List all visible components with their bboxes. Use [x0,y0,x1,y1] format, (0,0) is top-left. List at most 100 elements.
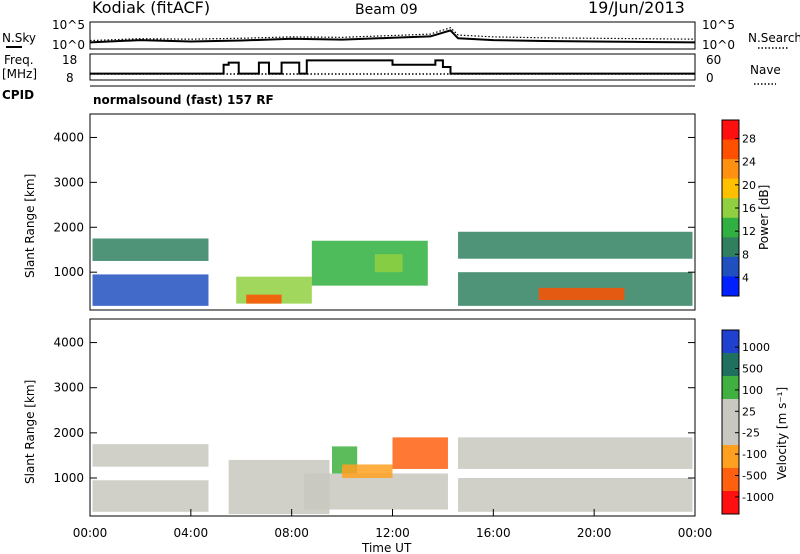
x-tick-label-6: 00:00 [678,526,713,540]
velocity-heatmap [92,437,693,515]
velocity-colorbar-swatch-7 [722,491,739,515]
velocity-colorbar-swatch-0 [722,330,739,354]
x-tick-label-0: 00:00 [73,526,108,540]
x-tick-label-5: 20:00 [577,526,612,540]
power-colorbar-swatch-3 [722,178,739,199]
power-colorbar-tick-label-5: 8 [742,248,749,261]
velocity-colorbar-label: Velocity [m s⁻¹] [775,387,789,480]
velocity-band-1 [92,480,209,512]
velocity-colorbar-swatch-6 [722,468,739,492]
power-colorbar-tick-label-4: 12 [742,225,756,238]
noise-tick-bottom-right: 10^0 [702,38,735,52]
power-colorbar-swatch-0 [722,120,739,141]
velocity-colorbar: 1000 500 100 25 -25 -100 -500 -1000 [721,329,774,515]
freq-unit-label: [MHz] [2,67,37,81]
power-band-8 [538,287,625,301]
power-ytick-label-1: 3000 [53,175,84,189]
velocity-colorbar-tick-label-3: 25 [742,405,756,418]
x-tick-label-1: 04:00 [174,526,209,540]
velocity-colorbar-tick-label-0: 1000 [742,341,770,354]
freq-series [90,59,695,75]
power-ytick-label-0: 4000 [53,130,84,144]
power-heatmap [92,231,693,306]
power-band-0 [92,238,209,261]
power-colorbar-label: Power [dB] [757,185,771,250]
x-axis-ticks: 00:00 04:00 08:00 12:00 16:00 20:00 00:00 [73,509,713,540]
date-label: 19/Jun/2013 [588,0,685,17]
velocity-ylabel: Slant Range [km] [23,380,37,484]
velocity-ytick-label-1: 3000 [53,381,84,395]
x-tick-label-3: 12:00 [375,526,410,540]
power-band-4 [311,240,428,286]
velocity-colorbar-tick-label-4: -25 [742,427,760,440]
power-colorbar-tick-label-2: 20 [742,179,756,192]
freq-line [90,59,695,75]
freq-panel-frame [89,53,696,81]
power-band-5 [374,254,403,273]
power-colorbar-swatch-2 [722,159,739,180]
x-tick-label-2: 08:00 [274,526,309,540]
freq-label: Freq. [4,53,34,67]
cpid-label: CPID [2,88,34,102]
freq-tick-top: 18 [62,53,77,67]
velocity-band-7 [458,437,693,469]
power-colorbar-tick-label-0: 28 [742,133,756,146]
freq-tick-bottom: 8 [66,71,74,85]
power-band-1 [92,274,209,306]
power-y-ticks: 4000 3000 2000 1000 [53,130,695,279]
station-title: Kodiak (fitACF) [92,0,210,17]
noise-tick-bottom-left: 10^0 [52,38,85,52]
power-colorbar-swatch-6 [722,237,739,258]
noise-series [89,26,696,44]
velocity-y-ticks: 4000 3000 2000 1000 [53,336,695,485]
velocity-colorbar-frame [721,329,740,515]
velocity-colorbar-swatch-2 [722,376,739,400]
velocity-colorbar-tick-label-7: -1000 [742,491,774,504]
power-band-6 [458,231,693,259]
noise-panel-frame [89,21,696,50]
power-colorbar-tick-label-1: 24 [742,156,756,169]
nsky-label: N.Sky [2,31,36,45]
velocity-band-6 [392,437,448,469]
nsearch-label: N.Search [748,31,800,45]
velocity-ytick-label-3: 1000 [53,471,84,485]
velocity-band-0 [92,444,209,467]
noise-line-n-sky [89,29,696,44]
noise-line-n-search [89,26,696,42]
x-tick-label-4: 16:00 [476,526,511,540]
nave-label: Nave [750,63,781,77]
noise-tick-top-left: 10^5 [52,18,85,32]
power-colorbar-swatch-7 [722,256,739,277]
power-ylabel: Slant Range [km] [23,174,37,278]
velocity-colorbar-swatch-1 [722,353,739,377]
velocity-colorbar-tick-label-5: -100 [742,448,767,461]
power-colorbar-tick-label-3: 16 [742,202,756,215]
power-colorbar-swatch-8 [722,276,739,297]
velocity-colorbar-tick-label-6: -500 [742,469,767,482]
power-ytick-label-2: 2000 [53,220,84,234]
velocity-band-3 [304,473,448,510]
power-colorbar-swatch-4 [722,198,739,219]
power-ytick-label-3: 1000 [53,265,84,279]
power-panel-frame [89,113,696,311]
nave-tick-bottom: 0 [706,71,714,85]
power-band-3 [246,294,282,304]
power-colorbar-swatch-5 [722,217,739,238]
velocity-band-5 [342,464,393,478]
x-axis-label: Time UT [361,541,412,554]
nave-tick-top: 60 [706,53,721,67]
power-colorbar-swatch-1 [722,139,739,160]
power-colorbar-tick-label-6: 4 [742,271,749,284]
velocity-colorbar-tick-label-2: 100 [742,384,763,397]
velocity-colorbar-swatch-5 [722,445,739,469]
velocity-band-8 [458,477,693,512]
power-colorbar: 28 24 20 16 12 8 4 [721,119,756,297]
beam-label: Beam 09 [355,2,418,18]
cpid-value: normalsound (fast) 157 RF [93,93,274,107]
velocity-ytick-label-0: 4000 [53,336,84,350]
velocity-colorbar-tick-label-1: 500 [742,363,763,376]
velocity-ytick-label-2: 2000 [53,426,84,440]
velocity-colorbar-swatch-4 [722,422,739,446]
velocity-colorbar-swatch-3 [722,399,739,423]
